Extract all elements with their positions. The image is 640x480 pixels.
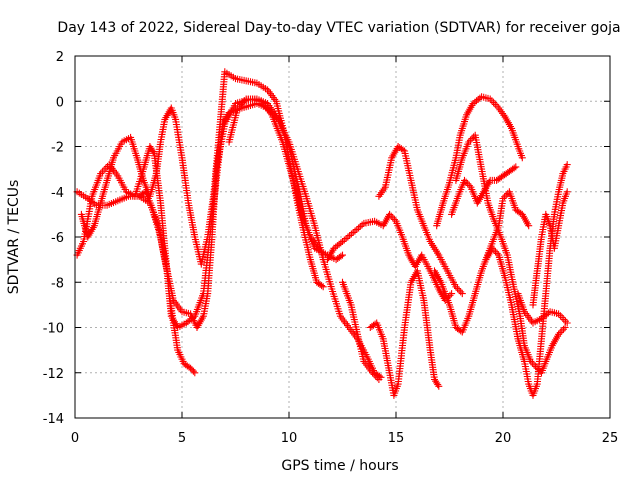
plus-markers — [73, 143, 199, 377]
y-tick-label: -12 — [43, 367, 64, 382]
series-sat-m — [452, 131, 569, 377]
x-tick-label: 15 — [388, 431, 405, 446]
plus-markers — [514, 290, 571, 327]
plus-markers — [482, 161, 571, 399]
plus-markers — [366, 267, 443, 399]
y-tick-label: 0 — [56, 95, 64, 110]
series-sat-d — [135, 95, 323, 331]
data-points — [73, 68, 571, 399]
plus-markers — [339, 278, 383, 383]
x-axis-label: GPS time / hours — [281, 458, 398, 474]
y-tick-label: -14 — [43, 412, 64, 427]
series-sat-p — [529, 188, 571, 309]
series-sat-c — [73, 143, 199, 377]
y-tick-label: -8 — [51, 276, 64, 291]
grid-lines — [75, 56, 610, 418]
plus-markers — [448, 163, 520, 218]
plus-markers — [135, 95, 323, 331]
y-tick-label: -6 — [51, 231, 64, 246]
y-tick-label: -4 — [51, 186, 64, 201]
series-sat-h — [366, 267, 443, 399]
plus-markers — [529, 188, 571, 309]
plus-markers — [433, 93, 526, 230]
y-tick-label: -10 — [43, 322, 64, 337]
series-sat-n — [482, 161, 571, 399]
series-sat-k — [433, 93, 526, 230]
series-sat-o — [514, 290, 571, 327]
series-sat-g — [339, 278, 383, 383]
series-sat-i — [375, 143, 466, 298]
y-axis-label: SDTVAR / TECUs — [6, 180, 22, 295]
x-tick-label: 10 — [281, 431, 298, 446]
plot-frame — [74, 55, 611, 419]
chart-title: Day 143 of 2022, Sidereal Day-to-day VTE… — [57, 20, 620, 36]
plus-markers — [324, 210, 456, 304]
y-tick-label: -2 — [51, 141, 64, 156]
series-sat-l — [448, 163, 520, 218]
x-tick-label: 0 — [71, 431, 79, 446]
y-tick-label: 2 — [56, 50, 64, 65]
plus-markers — [375, 143, 466, 298]
x-tick-label: 5 — [178, 431, 186, 446]
plus-markers — [452, 131, 569, 377]
x-tick-label: 25 — [602, 431, 619, 446]
series-sat-f — [324, 210, 456, 304]
x-tick-label: 20 — [495, 431, 512, 446]
